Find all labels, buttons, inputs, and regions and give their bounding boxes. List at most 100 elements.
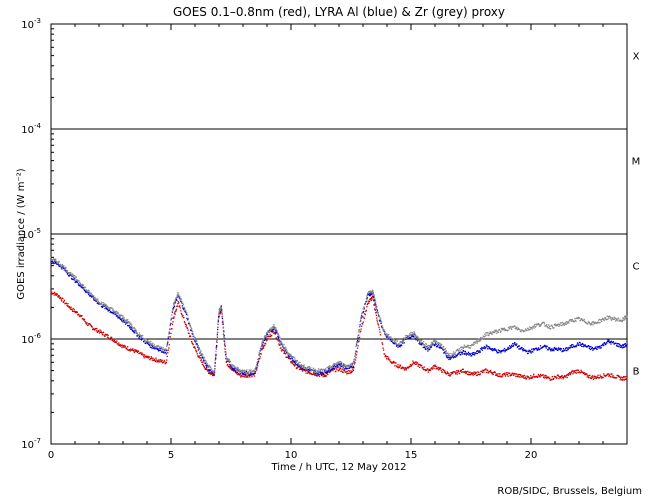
data-point [330,368,332,371]
data-point [605,375,607,377]
data-point [99,331,102,333]
data-point [294,365,296,367]
data-point [374,299,376,301]
data-point [387,333,389,336]
data-point [439,346,441,348]
data-point [183,316,185,319]
data-point [372,296,374,298]
data-point [598,347,600,349]
data-point [242,371,244,373]
data-point [214,362,216,365]
data-point [364,313,366,315]
data-point [136,351,139,353]
data-point [195,341,197,343]
data-point [543,375,545,377]
data-point [54,261,56,263]
data-point [589,374,591,376]
data-point [226,360,228,363]
data-point [104,305,107,307]
data-point [488,334,490,336]
data-point [66,272,68,274]
data-point [533,325,535,327]
data-point [156,360,159,362]
data-point [83,318,86,320]
data-point [243,373,245,376]
data-point [217,321,220,323]
data-point [404,366,406,369]
data-point [486,369,489,371]
data-point [539,324,541,326]
data-point [604,318,606,320]
data-point [622,377,624,379]
data-point [185,313,188,316]
data-point [236,373,238,375]
data-point [54,260,56,262]
data-point [241,370,243,373]
data-point [221,317,224,320]
data-point [510,373,512,376]
data-point [287,356,289,358]
data-point [152,342,154,344]
data-point [230,363,232,366]
data-point [549,377,551,380]
data-point [256,365,259,367]
data-point [322,375,324,378]
data-point [81,286,83,289]
data-point [155,359,158,361]
data-point [197,346,199,348]
data-point [357,345,359,347]
data-point [367,302,369,305]
data-point [532,375,534,377]
data-point [574,319,577,322]
data-point [216,341,218,343]
data-point [522,350,524,352]
data-point [118,344,121,347]
data-point [615,377,618,379]
data-point [433,340,436,343]
data-point [490,349,493,351]
data-point [590,323,593,325]
data-point [346,368,348,370]
data-point [300,363,303,366]
data-point [240,370,242,372]
data-point [78,285,80,287]
data-point [332,364,335,366]
data-point [247,374,250,377]
data-point [558,377,560,380]
data-point [186,314,189,316]
data-point [220,311,222,314]
data-point [85,323,88,325]
data-point [501,376,503,378]
data-point [162,348,164,350]
data-point [606,315,608,317]
data-point [342,367,344,369]
data-point [512,343,514,345]
data-point [555,347,557,349]
data-point [562,378,564,380]
data-point [496,374,498,377]
data-point [535,347,538,349]
data-point [113,310,115,312]
data-point [500,327,503,330]
data-point [356,347,359,349]
data-point [279,336,281,338]
data-point [440,344,442,347]
data-point [387,338,389,340]
data-point [323,374,325,376]
data-point [453,355,456,358]
data-point [73,276,75,278]
data-point [354,353,357,355]
data-point [345,367,347,369]
data-point [365,300,367,303]
data-point [358,340,360,342]
data-point [165,362,167,365]
data-point [299,365,302,367]
data-point [50,262,53,264]
data-point [157,359,160,361]
data-point [149,342,151,345]
data-point [176,299,178,301]
data-point [222,320,224,322]
data-point [415,363,418,365]
data-point [145,338,147,340]
data-point [589,348,592,351]
